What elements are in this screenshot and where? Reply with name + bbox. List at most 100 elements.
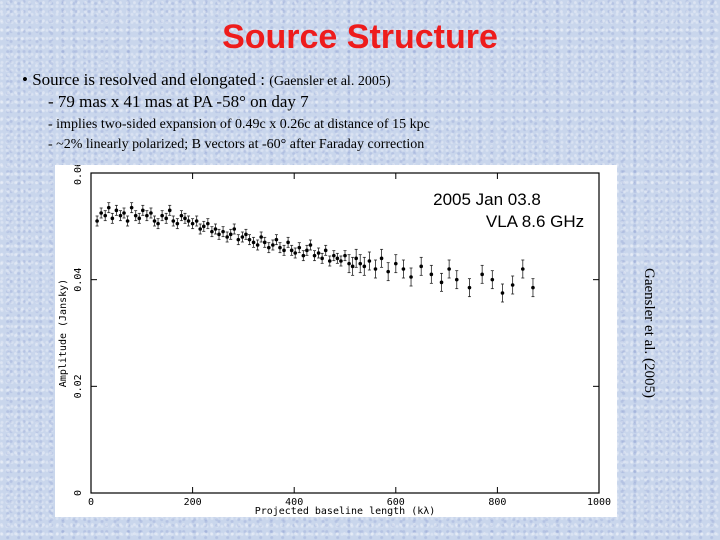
data-point	[373, 267, 378, 271]
data-point	[95, 219, 99, 223]
data-point	[308, 243, 313, 247]
data-point	[358, 261, 363, 266]
data-point	[289, 248, 294, 253]
sub-bullet-expansion: - implies two-sided expansion of 0.49c x…	[48, 117, 430, 132]
data-point	[240, 235, 245, 239]
data-point	[454, 277, 459, 282]
data-point	[99, 211, 103, 215]
slide-title: Source Structure	[222, 18, 498, 56]
chart-subtitle: VLA 8.6 GHz	[486, 212, 584, 231]
data-point	[206, 221, 210, 226]
data-point	[335, 256, 340, 261]
data-point	[367, 259, 372, 263]
data-point	[347, 261, 351, 266]
x-tick-label: 600	[387, 497, 405, 508]
data-point	[293, 251, 298, 255]
y-tick-label: 0	[73, 490, 84, 496]
data-point	[327, 259, 332, 263]
data-point	[323, 248, 328, 253]
chart-points	[95, 202, 535, 303]
data-point	[419, 264, 424, 269]
y-tick-label: 0.04	[73, 268, 84, 292]
data-point	[114, 208, 119, 213]
data-point	[255, 243, 260, 247]
data-point	[156, 221, 160, 226]
data-point	[225, 235, 229, 239]
data-point	[297, 245, 302, 250]
data-point	[271, 243, 275, 247]
data-point	[490, 277, 495, 282]
data-point	[251, 240, 256, 245]
data-point	[198, 227, 203, 231]
data-point	[179, 213, 184, 218]
plot-frame	[90, 172, 600, 494]
data-point	[500, 291, 505, 295]
data-point	[409, 275, 413, 279]
data-point	[267, 245, 271, 250]
figure-credit: Gaensler et al. (2005)	[641, 268, 657, 398]
data-point	[103, 213, 108, 218]
data-point	[213, 227, 218, 231]
data-point	[312, 253, 317, 258]
data-point	[521, 267, 525, 271]
y-axis-label: Amplitude (Jansky)	[58, 279, 69, 387]
data-point	[379, 256, 384, 261]
data-point	[118, 213, 123, 218]
data-point	[183, 216, 187, 221]
data-point	[531, 285, 535, 290]
x-tick-label: 800	[488, 497, 506, 508]
y-tick-label: 0.06	[73, 165, 84, 185]
data-point	[164, 216, 168, 221]
visibility-plot: 0 200 400 600 800 1000 0 0.02 0.04 0.06 2005 Jan …	[55, 161, 617, 517]
data-point	[301, 253, 306, 258]
data-point	[232, 227, 237, 231]
chart-title: 2005 Jan 03.8	[433, 190, 541, 209]
data-point	[278, 245, 282, 250]
data-point	[122, 211, 126, 215]
data-point	[167, 208, 172, 213]
data-point	[160, 213, 164, 218]
data-point	[343, 253, 347, 258]
data-point	[262, 240, 267, 245]
bullet-main: • Source is resolved and elongated : (Ga…	[22, 70, 391, 90]
data-point	[217, 232, 221, 237]
data-point	[190, 221, 195, 226]
data-point	[510, 283, 515, 287]
data-point	[228, 232, 233, 237]
bullet-reference: (Gaensler et al. 2005)	[269, 74, 391, 89]
x-tick-label: 200	[184, 497, 202, 508]
data-point	[286, 240, 290, 245]
data-point	[386, 269, 390, 274]
data-point	[141, 208, 145, 213]
data-point	[125, 219, 130, 223]
data-point	[152, 219, 157, 223]
sub-bullet-size: - 79 mas x 41 mas at PA -58° on day 7	[48, 92, 309, 111]
data-point	[439, 280, 444, 285]
data-point	[350, 264, 355, 269]
data-point	[274, 237, 279, 242]
data-point	[332, 253, 336, 258]
data-point	[244, 232, 248, 237]
data-point	[467, 285, 472, 290]
data-point	[194, 219, 199, 223]
data-point	[137, 216, 142, 221]
data-point	[171, 219, 176, 223]
chart-svg: 0 200 400 600 800 1000 0 0.02 0.04 0.06 2005 Jan …	[58, 161, 611, 517]
data-point	[149, 211, 153, 215]
x-tick-label: 1000	[587, 497, 611, 508]
sub-bullet-polarization: - ~2% linearly polarized; B vectors at -…	[48, 137, 425, 152]
data-point	[362, 264, 367, 269]
data-point	[447, 267, 451, 271]
data-point	[236, 237, 241, 242]
x-tick-label: 0	[88, 497, 94, 508]
x-tick-label: 400	[285, 497, 303, 508]
data-point	[221, 229, 225, 234]
data-point	[106, 205, 111, 210]
data-point	[129, 205, 134, 210]
data-point	[145, 213, 149, 218]
chart-ticks: 0 200 400 600 800 1000 0 0.02 0.04 0.06	[73, 161, 611, 508]
bullet-main-text: • Source is resolved and elongated :	[22, 70, 265, 89]
data-point	[175, 221, 180, 226]
data-point	[354, 256, 358, 261]
data-point	[201, 224, 206, 229]
